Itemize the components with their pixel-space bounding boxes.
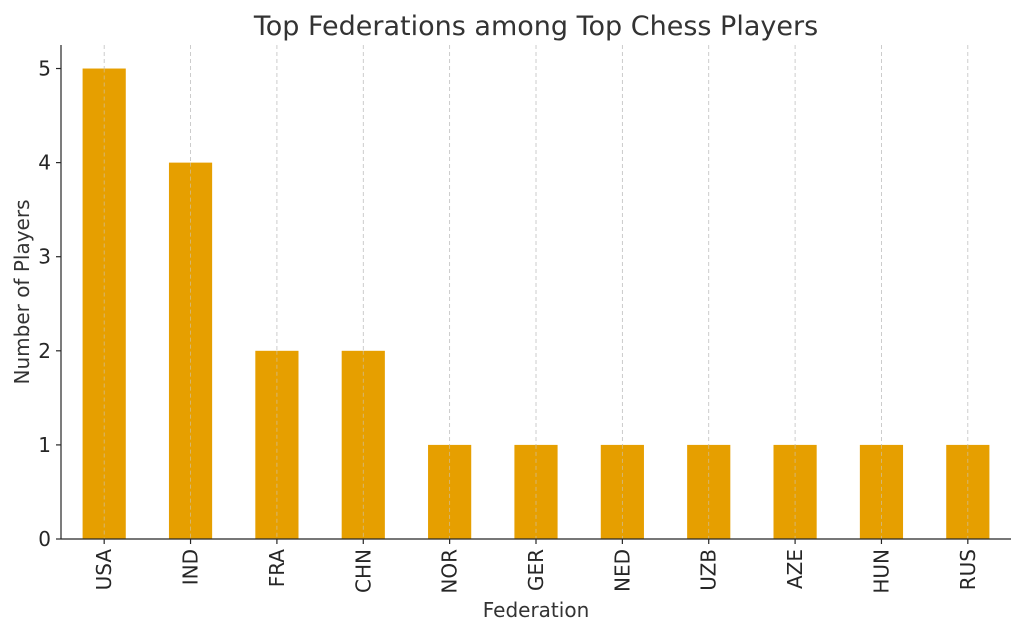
- x-tick-label: CHN: [351, 549, 375, 593]
- x-tick-label: NOR: [438, 549, 462, 594]
- x-axis-label: Federation: [483, 598, 590, 622]
- y-tick-label: 3: [38, 245, 51, 269]
- bars: [82, 68, 990, 540]
- y-tick-label: 4: [38, 151, 51, 175]
- x-tick-label: HUN: [869, 549, 893, 594]
- y-tick-label: 1: [38, 433, 51, 457]
- x-tick-label: FRA: [265, 549, 289, 588]
- y-tick-label: 2: [38, 339, 51, 363]
- x-tick-label: NED: [610, 549, 634, 592]
- tick-labels: 0 1 2 3 4 5 USA IND FRA CHN NOR GER NED UZB AZE HUN RUS: [38, 57, 980, 594]
- y-tick-label: 5: [38, 57, 51, 81]
- axes: [56, 45, 1011, 544]
- x-tick-label: UZB: [697, 549, 721, 591]
- x-tick-label: RUS: [956, 549, 980, 590]
- y-axis-label: Number of Players: [10, 200, 34, 385]
- x-tick-label: GER: [524, 549, 548, 591]
- y-tick-label: 0: [38, 527, 51, 551]
- bar-ind: [168, 162, 213, 539]
- x-tick-label: AZE: [783, 549, 807, 589]
- x-tick-label: IND: [179, 549, 203, 585]
- x-tick-label: USA: [92, 549, 116, 591]
- chart-title: Top Federations among Top Chess Players: [253, 11, 818, 42]
